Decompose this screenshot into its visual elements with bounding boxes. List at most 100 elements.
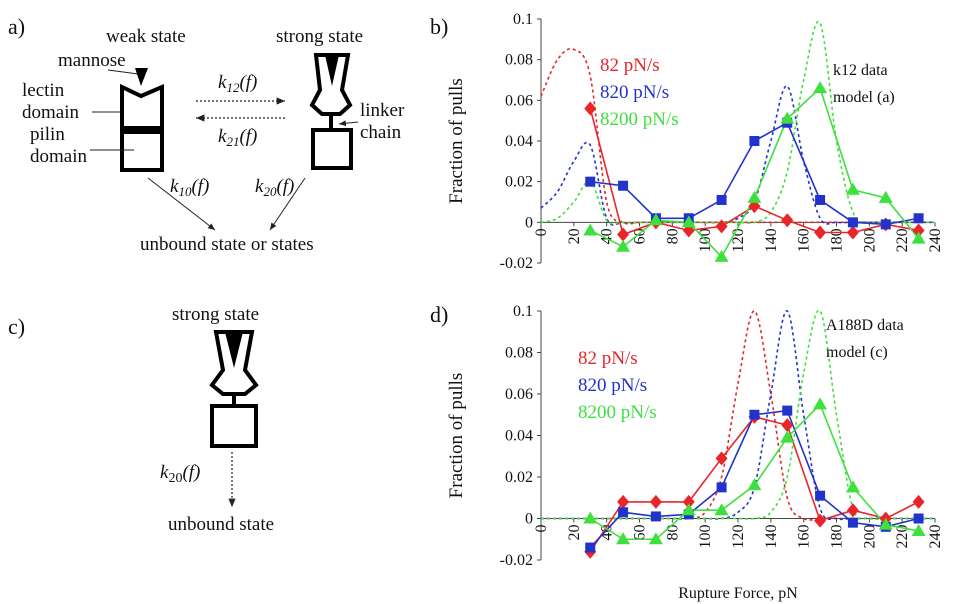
legend-entry: 8200 pN/s	[600, 109, 679, 130]
marker	[618, 180, 629, 191]
y-tick-label: 0.08	[505, 52, 533, 69]
mannose-shape	[225, 332, 243, 368]
pointer	[107, 69, 139, 75]
marker	[585, 542, 596, 553]
marker	[682, 494, 695, 509]
rate: k20(f)	[160, 462, 200, 486]
marker	[747, 478, 762, 491]
x-tick-label: 80	[664, 525, 681, 541]
marker	[650, 511, 661, 522]
rate: k10(f)	[170, 176, 209, 199]
x-tick-label: 220	[894, 228, 911, 252]
marker	[681, 215, 696, 228]
lectin-label: domain	[22, 102, 79, 123]
marker	[780, 111, 795, 124]
panel-label: b)	[430, 14, 448, 39]
panel-c: c) strong state k20(f) unbound state	[8, 304, 274, 535]
marker	[648, 213, 663, 226]
x-tick-label: 160	[796, 228, 813, 252]
y-tick-label: 0.1	[513, 11, 533, 28]
mannose-shape	[135, 68, 148, 86]
annotation: k12 data	[833, 62, 888, 79]
lectin-label: lectin	[22, 80, 65, 101]
marker	[715, 451, 728, 466]
marker	[781, 213, 794, 228]
marker	[878, 517, 893, 530]
unbound: unbound state	[168, 514, 274, 535]
marker	[814, 513, 827, 528]
panel-label: c)	[8, 314, 25, 339]
marker	[649, 494, 662, 509]
x-tick-label: 200	[861, 525, 878, 549]
unbound: unbound state or states	[140, 234, 314, 255]
x-tick-label: 80	[664, 228, 681, 244]
pilin-shape	[210, 404, 258, 448]
arrow	[269, 177, 306, 231]
x-tick-label: 180	[829, 525, 846, 549]
marker	[714, 503, 729, 516]
mannose-shape	[325, 55, 339, 86]
marker	[846, 225, 859, 240]
x-tick-label: 20	[566, 228, 583, 244]
marker	[714, 249, 729, 262]
x-tick-label: 200	[861, 228, 878, 252]
x-tick-label: 120	[730, 228, 747, 252]
marker	[749, 409, 760, 420]
marker	[845, 480, 860, 493]
marker	[616, 532, 631, 545]
pilin-label: domain	[30, 146, 87, 167]
lectin-shape	[120, 83, 164, 130]
marker	[912, 223, 925, 238]
marker	[845, 182, 860, 195]
legend-entry: 820 pN/s	[600, 82, 669, 103]
weak-state: weak state	[106, 26, 186, 47]
linker-label: linker	[360, 100, 405, 121]
model-curve	[540, 309, 935, 521]
y-axis-label: Fraction of pulls	[446, 78, 467, 204]
legend-entry: 8200 pN/s	[578, 402, 657, 423]
y-tick-label: 0.04	[505, 133, 533, 150]
x-tick-label: 140	[763, 525, 780, 549]
x-tick-label: 60	[632, 525, 649, 541]
y-axis-label: Fraction of pulls	[446, 373, 467, 499]
marker	[813, 81, 828, 94]
y-tick-label: 0.06	[505, 92, 533, 109]
marker	[782, 405, 793, 416]
x-axis-label: Rupture Force, pN	[678, 585, 798, 602]
marker	[815, 490, 826, 501]
marker	[716, 482, 727, 493]
y-tick-label: -0.02	[500, 552, 533, 569]
y-tick-label: 0.1	[513, 303, 533, 320]
x-tick-label: 220	[894, 525, 911, 549]
y-tick-label: -0.02	[500, 255, 533, 272]
y-tick-label: 0.06	[505, 386, 533, 403]
strong-state: strong state	[172, 304, 259, 325]
strong-state: strong state	[276, 26, 363, 47]
panel-label: d)	[430, 302, 448, 327]
pilin-shape	[311, 128, 353, 170]
marker	[781, 418, 794, 433]
x-tick-label: 100	[697, 525, 714, 549]
x-tick-label: 60	[632, 228, 649, 244]
marker	[618, 507, 629, 518]
y-tick-label: 0.04	[505, 428, 533, 445]
y-tick-label: 0.08	[505, 345, 533, 362]
x-tick-label: 240	[927, 228, 944, 252]
marker	[780, 430, 795, 443]
marker	[583, 511, 598, 524]
x-tick-label: 240	[927, 525, 944, 549]
marker	[583, 223, 598, 236]
marker	[616, 239, 631, 252]
marker	[878, 190, 893, 203]
x-tick-label: 0	[533, 228, 550, 236]
pointer	[338, 120, 359, 127]
marker	[813, 397, 828, 410]
x-tick-label: 160	[796, 525, 813, 549]
marker	[584, 101, 597, 116]
rate: k21(f)	[218, 126, 257, 149]
x-tick-label: 40	[599, 525, 616, 541]
strong-shape	[309, 53, 353, 116]
x-tick-label: 180	[829, 228, 846, 252]
model-curve	[540, 20, 935, 225]
